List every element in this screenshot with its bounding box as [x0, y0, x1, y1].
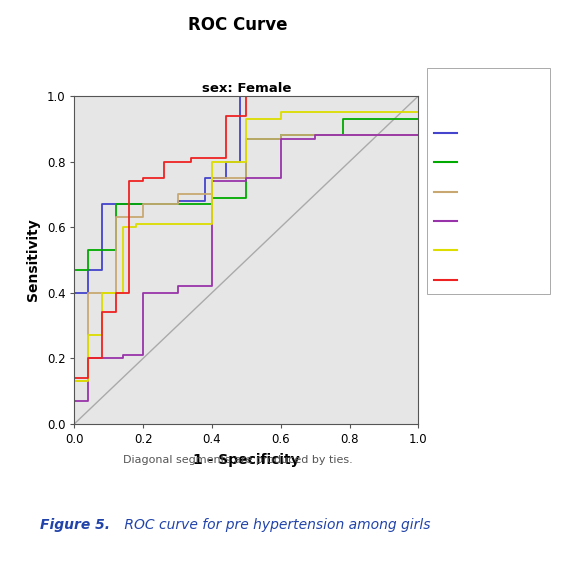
- Title: sex: Female: sex: Female: [202, 82, 291, 95]
- Text: Source of
the Curve: Source of the Curve: [435, 82, 494, 111]
- Y-axis label: Sensitivity: Sensitivity: [26, 219, 40, 301]
- Text: Diagonal segments are produced by ties.: Diagonal segments are produced by ties.: [123, 455, 352, 466]
- Text: Bodyfat: Bodyfat: [460, 273, 506, 286]
- Text: Hip: Hip: [460, 185, 480, 198]
- X-axis label: 1 - Specificity: 1 - Specificity: [193, 453, 300, 467]
- Text: WHR: WHR: [460, 214, 489, 228]
- Text: Waist: Waist: [460, 155, 493, 169]
- Text: BMI: BMI: [460, 244, 482, 257]
- Text: ROC Curve: ROC Curve: [188, 16, 288, 34]
- Text: ROC curve for pre hypertension among girls: ROC curve for pre hypertension among gir…: [120, 519, 431, 532]
- Text: Weight: Weight: [460, 126, 501, 140]
- Text: Figure 5.: Figure 5.: [40, 519, 110, 532]
